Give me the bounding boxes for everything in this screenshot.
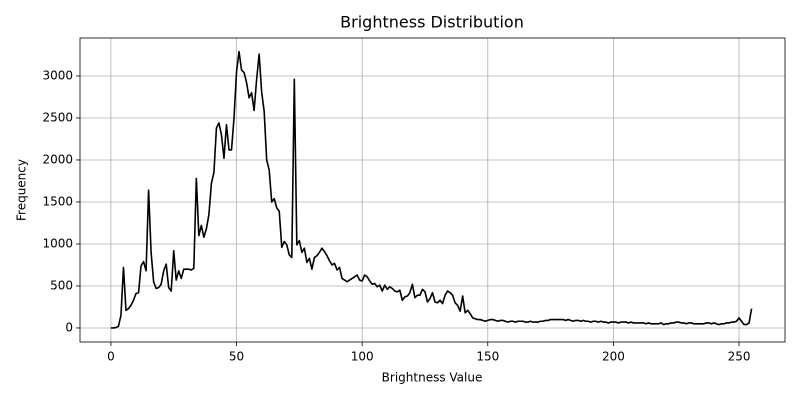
chart-title: Brightness Distribution	[340, 13, 524, 32]
y-tick-label: 1000	[42, 236, 73, 250]
y-axis-label: Frequency	[15, 159, 29, 221]
x-axis-label: Brightness Value	[382, 371, 483, 385]
x-tick-label: 0	[107, 350, 115, 364]
data-line	[110, 50, 753, 329]
x-tick-label: 100	[351, 350, 374, 364]
y-tick-label: 2500	[42, 110, 73, 124]
x-tick-label: 200	[602, 350, 625, 364]
x-tick-label: 150	[476, 350, 499, 364]
y-tick-label: 1500	[42, 194, 73, 208]
x-tick-label: 50	[229, 350, 244, 364]
y-tick-label: 3000	[42, 68, 73, 82]
plot-frame	[79, 37, 786, 343]
x-tick-label: 250	[728, 350, 751, 364]
y-tick-label: 500	[50, 278, 73, 292]
y-tick-label: 2000	[42, 152, 73, 166]
y-tick-label: 0	[65, 320, 73, 334]
